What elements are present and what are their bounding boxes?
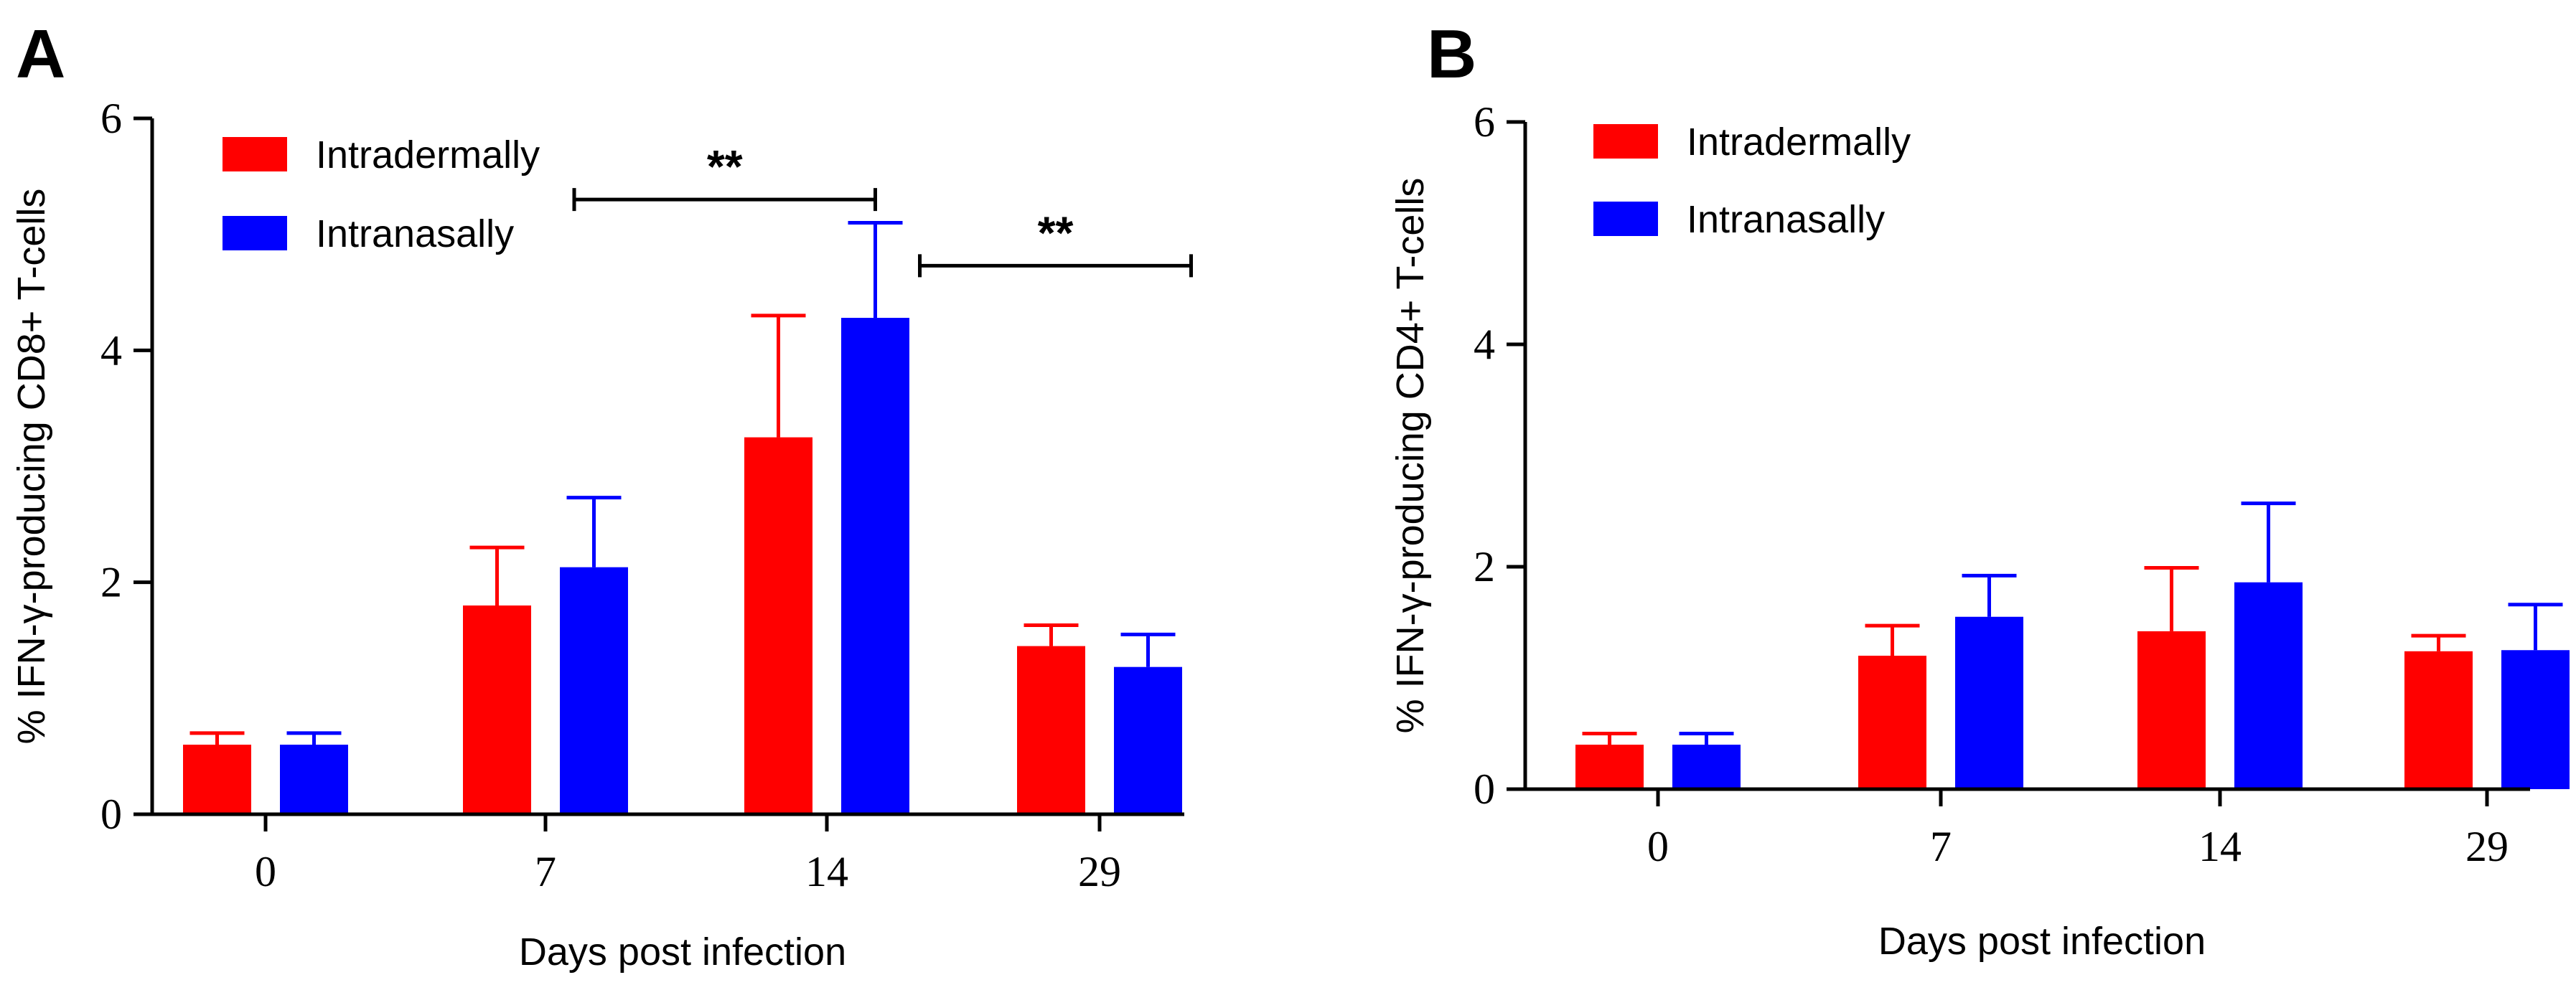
bar-intranasally-day-7 bbox=[1955, 616, 2023, 789]
x-tick-label: 29 bbox=[1078, 848, 1121, 895]
x-axis-title: Days post infection bbox=[519, 930, 846, 974]
legend-swatch-intranasally bbox=[1593, 202, 1658, 236]
bar-intranasally-day-14 bbox=[2234, 582, 2303, 789]
bar-intranasally-day-7 bbox=[560, 567, 628, 814]
legend-label-intranasally: Intranasally bbox=[1687, 198, 1885, 241]
y-tick-label: 6 bbox=[100, 95, 122, 142]
bar-intranasally-day-29 bbox=[1114, 666, 1182, 814]
panel-label: A bbox=[16, 16, 65, 93]
x-tick-label: 0 bbox=[1647, 823, 1669, 870]
bar-intradermally-day-0 bbox=[183, 745, 251, 814]
y-axis-title: % IFN-γ-producing CD8+ T-cells bbox=[10, 189, 53, 745]
bar-intradermally-day-29 bbox=[2404, 651, 2473, 789]
x-tick-label: 14 bbox=[805, 848, 848, 895]
x-tick-label: 7 bbox=[535, 848, 556, 895]
bar-intradermally-day-14 bbox=[2137, 631, 2206, 789]
bar-intradermally-day-7 bbox=[1858, 656, 1926, 789]
legend-swatch-intranasally bbox=[223, 216, 287, 250]
bar-intradermally-day-0 bbox=[1575, 745, 1644, 789]
legend-label-intranasally: Intranasally bbox=[316, 212, 514, 255]
bar-intradermally-day-7 bbox=[463, 605, 531, 814]
significance-bracket bbox=[918, 254, 1193, 278]
bar-intradermally-day-29 bbox=[1017, 646, 1085, 814]
legend-swatch-intradermally bbox=[1593, 124, 1658, 159]
bar-intradermally-day-14 bbox=[744, 437, 812, 814]
panel-b: B 0 7 14 29 0 2 4 6 % IFN-γ-producing CD4+ T-cell… bbox=[1389, 16, 2570, 963]
bar-intranasally-day-0 bbox=[280, 745, 348, 814]
y-tick-label: 6 bbox=[1474, 98, 1495, 146]
significance-label: ** bbox=[1038, 207, 1074, 258]
y-tick-label: 4 bbox=[100, 326, 122, 374]
bar-intranasally-day-14 bbox=[841, 318, 909, 815]
x-tick-label: 29 bbox=[2465, 823, 2509, 870]
panel-label: B bbox=[1427, 16, 1476, 93]
y-tick-label: 2 bbox=[1474, 543, 1495, 590]
x-tick-label: 0 bbox=[255, 848, 276, 895]
legend-swatch-intradermally bbox=[223, 137, 287, 171]
y-axis-title: % IFN-γ-producing CD4+ T-cells bbox=[1389, 178, 1432, 734]
legend-label-intradermally: Intradermally bbox=[1687, 121, 1911, 164]
bar-intranasally-day-0 bbox=[1672, 745, 1741, 789]
significance-bracket bbox=[572, 188, 877, 212]
y-tick-label: 0 bbox=[1474, 765, 1495, 813]
y-tick-label: 2 bbox=[100, 559, 122, 606]
x-tick-label: 7 bbox=[1930, 823, 1952, 870]
significance-label: ** bbox=[707, 141, 743, 192]
panel-a: A 0 7 14 29 0 2 4 6 % IFN-γ-producing CD8+ T-cell… bbox=[10, 16, 1193, 974]
y-tick-label: 4 bbox=[1474, 321, 1495, 368]
bar-intranasally-day-29 bbox=[2501, 650, 2570, 789]
x-tick-label: 14 bbox=[2198, 823, 2242, 870]
y-tick-label: 0 bbox=[100, 791, 122, 838]
x-axis-title: Days post infection bbox=[1878, 920, 2206, 963]
legend-label-intradermally: Intradermally bbox=[316, 133, 540, 176]
